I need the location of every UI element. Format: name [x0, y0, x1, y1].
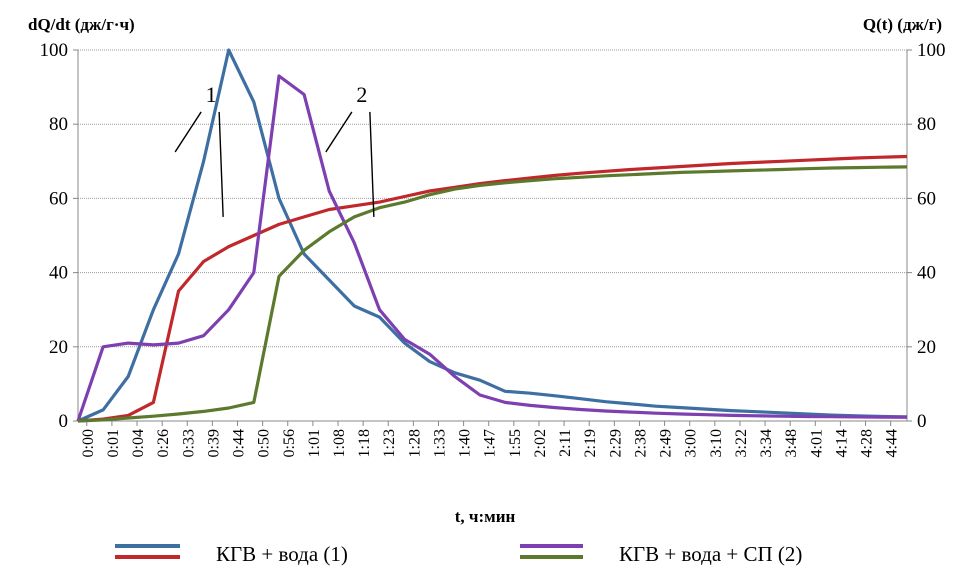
series-line-4 — [77, 165, 908, 423]
series-line-2 — [77, 154, 908, 423]
y-tick-left: 20 — [49, 337, 68, 358]
x-tick-label: 4:14 — [833, 429, 850, 457]
axes: 0 0 20 20 40 40 60 60 80 80 100 100 0:00 0:01 0:04 0:26… — [40, 40, 946, 457]
y-tick-right: 40 — [917, 263, 936, 284]
x-tick-label: 1:55 — [507, 429, 524, 457]
annotation-leader — [369, 111, 375, 217]
x-tick-label: 1:01 — [306, 429, 323, 457]
series-line-1 — [77, 48, 908, 423]
legend-label: КГВ + вода (1) — [216, 542, 348, 566]
y-tick-left: 60 — [49, 188, 68, 209]
x-tick-label: 0:50 — [256, 429, 273, 457]
x-tick-label: 3:22 — [733, 429, 750, 457]
legend: КГВ + вода (1) КГВ + вода + СП (2) — [115, 542, 802, 566]
y-tick-right: 80 — [917, 114, 936, 135]
x-tick-label: 1:33 — [431, 429, 448, 457]
x-tick-label: 1:40 — [457, 429, 474, 457]
y-tick-right: 60 — [917, 188, 936, 209]
x-tick-label: 4:01 — [808, 429, 825, 457]
x-tick-label: 0:44 — [231, 429, 248, 457]
annotation-leader — [174, 111, 202, 153]
x-tick-label: 4:28 — [859, 429, 876, 457]
x-tick-label: 3:48 — [783, 429, 800, 457]
y-tick-left: 40 — [49, 263, 68, 284]
x-tick-label: 0:04 — [130, 429, 147, 457]
y-tick-left: 0 — [59, 411, 69, 432]
x-tick-label: 0:01 — [105, 429, 122, 457]
y-tick-left: 80 — [49, 114, 68, 135]
gridlines — [78, 49, 907, 348]
x-tick-label: 0:00 — [80, 429, 97, 457]
x-tick-label: 2:02 — [532, 429, 549, 457]
y-tick-left: 100 — [40, 40, 69, 61]
x-tick-label: 3:10 — [708, 429, 725, 457]
series-line-3 — [76, 74, 908, 422]
x-axis-label: t, ч:мин — [455, 507, 516, 526]
y-axis-right-label: Q(t) (дж/г) — [863, 15, 942, 34]
x-tick-label: 1:28 — [406, 429, 423, 457]
x-tick-label: 0:33 — [180, 429, 197, 457]
annotation-leader — [325, 111, 353, 153]
x-tick-label: 0:39 — [205, 429, 222, 457]
series-lines — [76, 48, 908, 423]
x-tick-label: 0:56 — [281, 429, 298, 457]
y-tick-right: 100 — [917, 40, 946, 61]
x-tick-label: 4:44 — [884, 429, 901, 457]
x-tick-label: 3:34 — [758, 429, 775, 457]
x-tick-label: 2:29 — [607, 429, 624, 457]
annotation-leader — [218, 111, 224, 217]
x-tick-label: 1:08 — [331, 429, 348, 457]
x-tick-label: 1:23 — [381, 429, 398, 457]
x-tick-label: 2:38 — [632, 429, 649, 457]
y-tick-right: 0 — [917, 411, 927, 432]
annotation-label-1: 1 — [206, 82, 217, 107]
x-tick-label: 1:18 — [356, 429, 373, 457]
x-tick-label: 1:47 — [482, 429, 499, 457]
x-tick-label: 2:49 — [658, 429, 675, 457]
x-tick-label: 3:00 — [683, 429, 700, 457]
y-tick-right: 20 — [917, 337, 936, 358]
axis-labels: dQ/dt (дж/г·ч) Q(t) (дж/г) t, ч:мин — [28, 15, 942, 526]
annotation-label-2: 2 — [356, 82, 367, 107]
x-tick-label: 0:26 — [155, 429, 172, 457]
x-tick-label: 2:11 — [557, 429, 574, 457]
y-axis-left-label: dQ/dt (дж/г·ч) — [28, 15, 135, 34]
legend-label: КГВ + вода + СП (2) — [619, 542, 802, 566]
x-tick-label: 2:19 — [582, 429, 599, 457]
